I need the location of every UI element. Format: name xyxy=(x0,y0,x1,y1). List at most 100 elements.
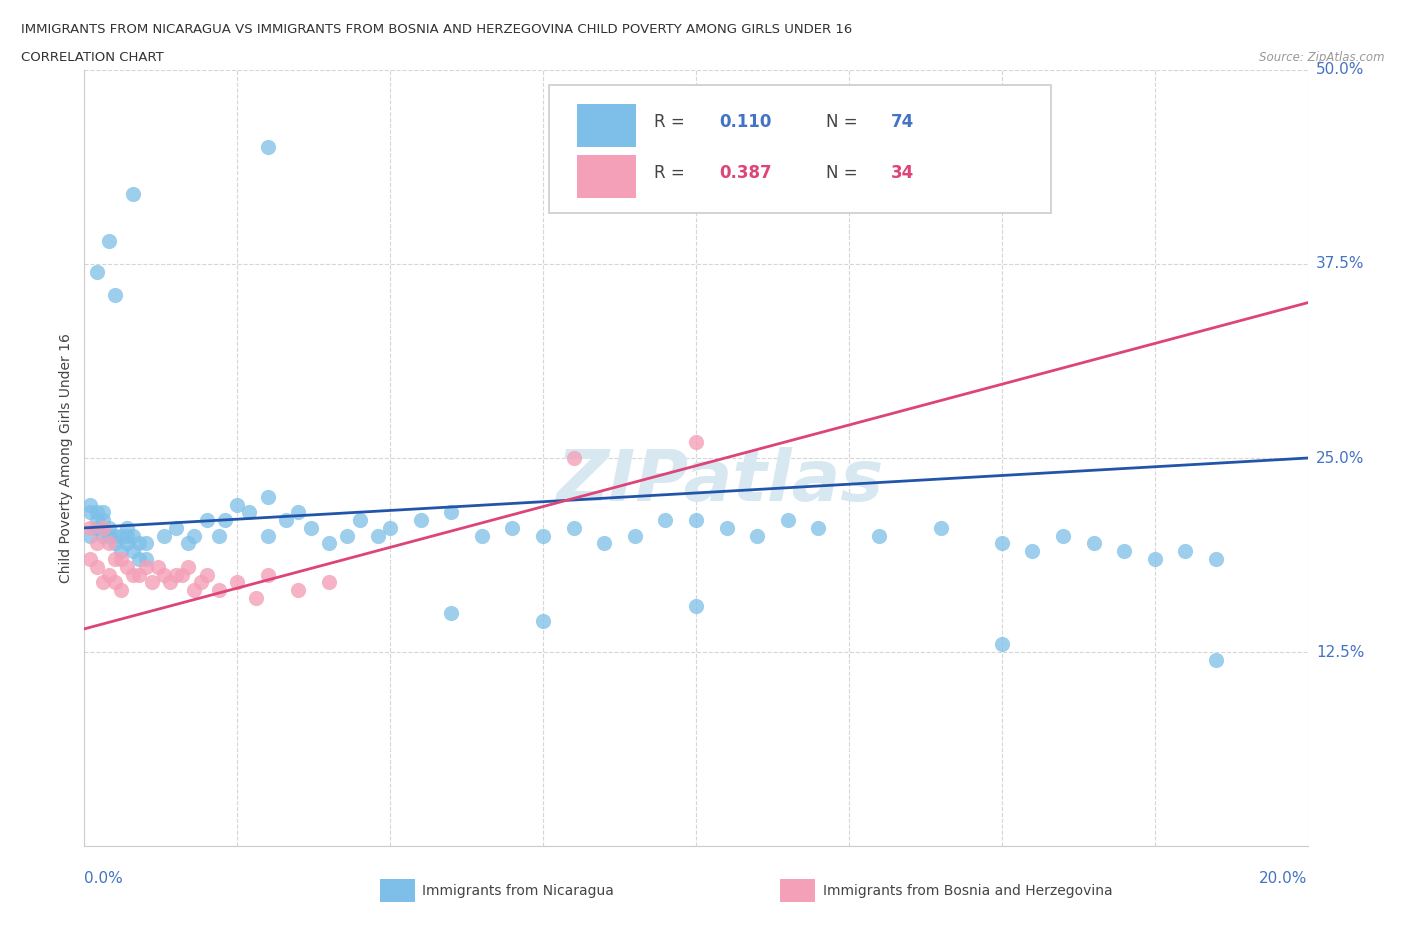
Point xyxy=(128,551,150,566)
Text: Immigrants from Bosnia and Herzegovina: Immigrants from Bosnia and Herzegovina xyxy=(823,884,1112,898)
Point xyxy=(115,559,138,574)
Point xyxy=(110,544,132,559)
Point xyxy=(276,512,298,527)
Point xyxy=(226,575,249,590)
Point xyxy=(86,536,108,551)
Point xyxy=(336,528,359,543)
Text: N =: N = xyxy=(825,113,862,131)
Text: R =: R = xyxy=(654,164,690,182)
Point xyxy=(318,575,340,590)
Point xyxy=(91,521,114,536)
Point xyxy=(716,521,738,536)
Point xyxy=(349,512,371,527)
Point xyxy=(177,536,200,551)
Point xyxy=(869,528,891,543)
Text: ZIPatlas: ZIPatlas xyxy=(557,446,884,516)
Point xyxy=(299,521,322,536)
Point xyxy=(183,528,205,543)
FancyBboxPatch shape xyxy=(578,104,636,147)
Text: Immigrants from Nicaragua: Immigrants from Nicaragua xyxy=(422,884,613,898)
Point xyxy=(91,528,114,543)
Point xyxy=(122,528,145,543)
Text: IMMIGRANTS FROM NICARAGUA VS IMMIGRANTS FROM BOSNIA AND HERZEGOVINA CHILD POVERT: IMMIGRANTS FROM NICARAGUA VS IMMIGRANTS … xyxy=(21,23,852,36)
Text: 25.0%: 25.0% xyxy=(1316,450,1364,466)
Text: R =: R = xyxy=(654,113,690,131)
Point xyxy=(110,528,132,543)
Point xyxy=(1052,528,1074,543)
Point xyxy=(1114,544,1136,559)
Point xyxy=(776,512,799,527)
Point xyxy=(195,512,218,527)
Point xyxy=(318,536,340,551)
Point xyxy=(380,521,402,536)
Point xyxy=(135,536,157,551)
Point xyxy=(562,451,585,466)
Point xyxy=(214,512,236,527)
Point xyxy=(929,521,952,536)
Point xyxy=(747,528,769,543)
Point xyxy=(991,637,1014,652)
Point xyxy=(1083,536,1105,551)
Point xyxy=(471,528,494,543)
Point xyxy=(159,575,181,590)
Point xyxy=(153,528,176,543)
Point xyxy=(1205,551,1227,566)
Text: Source: ZipAtlas.com: Source: ZipAtlas.com xyxy=(1260,51,1385,64)
Text: 74: 74 xyxy=(890,113,914,131)
Text: CORRELATION CHART: CORRELATION CHART xyxy=(21,51,165,64)
Point xyxy=(104,575,127,590)
Point xyxy=(1143,551,1166,566)
Point xyxy=(257,528,280,543)
Text: 0.0%: 0.0% xyxy=(84,871,124,886)
Point xyxy=(86,559,108,574)
Point xyxy=(122,544,145,559)
Point xyxy=(115,536,138,551)
Point xyxy=(97,521,120,536)
Point xyxy=(115,528,138,543)
FancyBboxPatch shape xyxy=(550,86,1050,213)
Point xyxy=(685,598,707,613)
Point xyxy=(165,567,187,582)
Point xyxy=(502,521,524,536)
Point xyxy=(1021,544,1043,559)
Point xyxy=(409,512,432,527)
Point xyxy=(238,505,260,520)
Point xyxy=(104,287,127,302)
Point xyxy=(257,140,280,155)
Point xyxy=(440,606,463,621)
Point xyxy=(79,498,101,512)
Point xyxy=(287,505,309,520)
Point xyxy=(97,536,120,551)
Point xyxy=(135,559,157,574)
Point xyxy=(685,512,707,527)
Point xyxy=(208,582,231,597)
Point xyxy=(104,528,127,543)
Point xyxy=(79,528,101,543)
Point xyxy=(226,498,249,512)
Point xyxy=(97,233,120,248)
Text: 50.0%: 50.0% xyxy=(1316,62,1364,77)
Point xyxy=(654,512,676,527)
Point xyxy=(86,505,108,520)
Point xyxy=(367,528,389,543)
Point xyxy=(79,521,101,536)
Point xyxy=(183,582,205,597)
FancyBboxPatch shape xyxy=(578,155,636,198)
Point xyxy=(146,559,169,574)
Point xyxy=(172,567,194,582)
Point xyxy=(177,559,200,574)
Point xyxy=(86,264,108,279)
Text: 34: 34 xyxy=(890,164,914,182)
Point xyxy=(122,187,145,202)
Point xyxy=(593,536,616,551)
Point xyxy=(685,435,707,450)
Point xyxy=(128,567,150,582)
Text: 20.0%: 20.0% xyxy=(1260,871,1308,886)
Point xyxy=(141,575,163,590)
Point xyxy=(91,512,114,527)
Point xyxy=(97,567,120,582)
Point xyxy=(287,582,309,597)
Point xyxy=(104,536,127,551)
Point xyxy=(122,567,145,582)
Point xyxy=(991,536,1014,551)
